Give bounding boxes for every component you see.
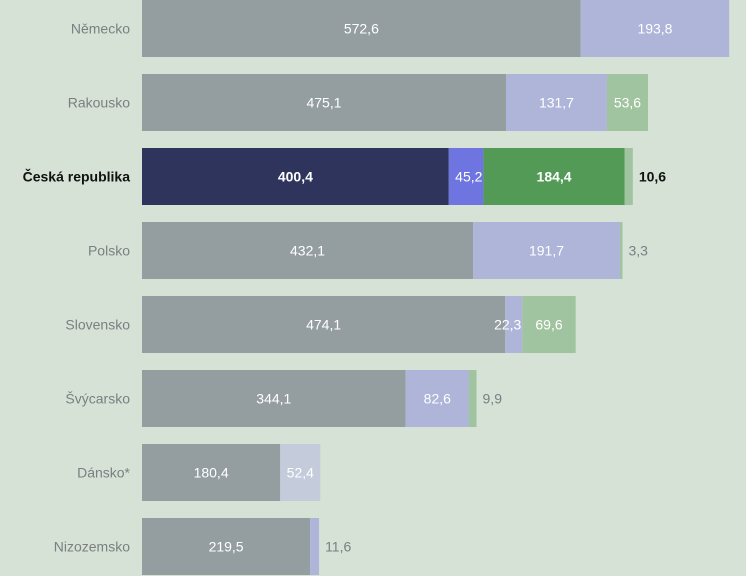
bar-segment bbox=[506, 74, 607, 131]
value-label: 180,4 bbox=[194, 465, 229, 481]
value-label: 3,3 bbox=[628, 243, 648, 259]
bar-segment bbox=[142, 518, 311, 575]
bar-row-5: Švýcarsko 344,1 82,6 9,9 bbox=[65, 370, 502, 427]
bar-row-0: Německo 572,6 193,8 bbox=[71, 0, 730, 57]
category-label: Nizozemsko bbox=[54, 539, 130, 555]
value-label: 11,6 bbox=[325, 539, 351, 555]
value-label: 191,7 bbox=[529, 243, 564, 259]
bar-segment bbox=[619, 222, 623, 279]
bar-segment bbox=[448, 148, 484, 205]
value-label: 22,3 bbox=[494, 317, 521, 333]
value-label: 131,7 bbox=[539, 95, 574, 111]
bar-segment bbox=[142, 444, 281, 501]
category-label: Dánsko* bbox=[77, 465, 130, 481]
bar-segment bbox=[142, 370, 406, 427]
bar-segment bbox=[624, 148, 633, 205]
category-label: Polsko bbox=[88, 243, 130, 259]
bar-segment bbox=[473, 222, 620, 279]
bar-row-6: Dánsko* 180,4 52,4 bbox=[77, 444, 321, 501]
value-label: 344,1 bbox=[256, 391, 291, 407]
bar-segment bbox=[505, 296, 523, 353]
value-label: 10,6 bbox=[639, 169, 666, 185]
bar-segment bbox=[142, 74, 507, 131]
bar-segment bbox=[280, 444, 321, 501]
value-label: 219,5 bbox=[209, 539, 244, 555]
bar-segment bbox=[310, 518, 320, 575]
value-label: 400,4 bbox=[278, 169, 313, 185]
bar-segment bbox=[142, 296, 506, 353]
value-label: 572,6 bbox=[344, 21, 379, 37]
category-label: Německo bbox=[71, 21, 130, 37]
bar-segment bbox=[483, 148, 625, 205]
bar-segment bbox=[468, 370, 477, 427]
value-label: 474,1 bbox=[306, 317, 341, 333]
value-label: 193,8 bbox=[637, 21, 672, 37]
bar-row-4: Slovensko 474,1 22,3 69,6 bbox=[65, 296, 576, 353]
bar-segment bbox=[142, 0, 581, 57]
bar-segment bbox=[405, 370, 469, 427]
value-label: 69,6 bbox=[535, 317, 562, 333]
category-label: Švýcarsko bbox=[65, 391, 130, 407]
category-label: Slovensko bbox=[65, 317, 130, 333]
value-label: 45,2 bbox=[455, 169, 482, 185]
bar-segment bbox=[142, 148, 449, 205]
value-label: 52,4 bbox=[287, 465, 314, 481]
value-label: 82,6 bbox=[424, 391, 451, 407]
bar-segment bbox=[142, 222, 474, 279]
value-label: 432,1 bbox=[290, 243, 325, 259]
value-label: 184,4 bbox=[537, 169, 572, 185]
category-label: Rakousko bbox=[68, 95, 130, 111]
value-label: 475,1 bbox=[306, 95, 341, 111]
value-label: 9,9 bbox=[483, 391, 503, 407]
bar-segment bbox=[580, 0, 730, 57]
bar-row-2: Česká republika 400,4 45,2 184,4 10,6 bbox=[23, 148, 666, 205]
bar-segment bbox=[606, 74, 648, 131]
bar-segment bbox=[522, 296, 576, 353]
value-label: 53,6 bbox=[614, 95, 641, 111]
bar-row-1: Rakousko 475,1 131,7 53,6 bbox=[68, 74, 648, 131]
bar-row-3: Polsko 432,1 191,7 3,3 bbox=[88, 222, 648, 279]
category-label: Česká republika bbox=[23, 168, 131, 185]
bar-row-7: Nizozemsko 219,5 11,6 bbox=[54, 518, 351, 575]
